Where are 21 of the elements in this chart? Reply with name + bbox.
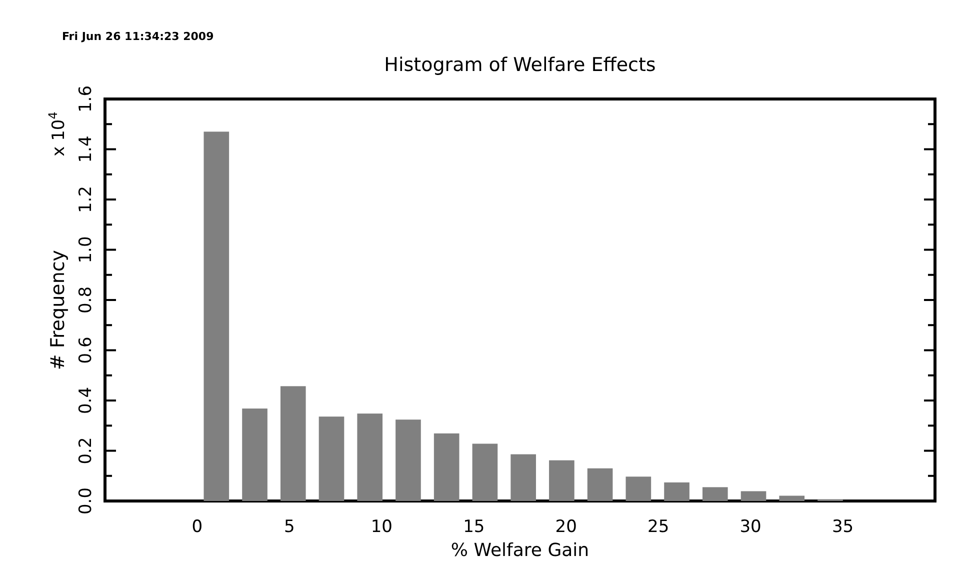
y-tick-label: 0.4 — [76, 386, 96, 414]
y-tick-label: 1.6 — [76, 85, 96, 113]
x-tick-label: 5 — [284, 517, 295, 537]
y-tick-label: 1.2 — [76, 186, 96, 214]
x-axis-title: % Welfare Gain — [450, 540, 590, 561]
y-tick-label: 0.2 — [76, 437, 96, 464]
y-tick-label: 0.6 — [76, 336, 96, 364]
y-tick-label: 1.0 — [76, 236, 96, 264]
y-axis-title: # Frequency — [47, 250, 69, 370]
x-tick-label: 25 — [648, 517, 670, 537]
chart-title: Histogram of Welfare Effects — [384, 54, 656, 76]
y-tick-label: 0.0 — [76, 487, 96, 515]
x-tick-label: 20 — [555, 517, 577, 537]
x-tick-label: 0 — [192, 517, 203, 537]
text: Fri Jun 26 11:34:23 2009 — [62, 30, 214, 43]
x-tick-label: 35 — [832, 517, 854, 537]
x-tick-label: 10 — [370, 517, 392, 537]
x-tick-label: 15 — [463, 517, 485, 537]
x-tick-label: 30 — [740, 517, 762, 537]
y-tick-label: 1.4 — [76, 136, 96, 163]
y-tick-label: 0.8 — [76, 286, 96, 314]
